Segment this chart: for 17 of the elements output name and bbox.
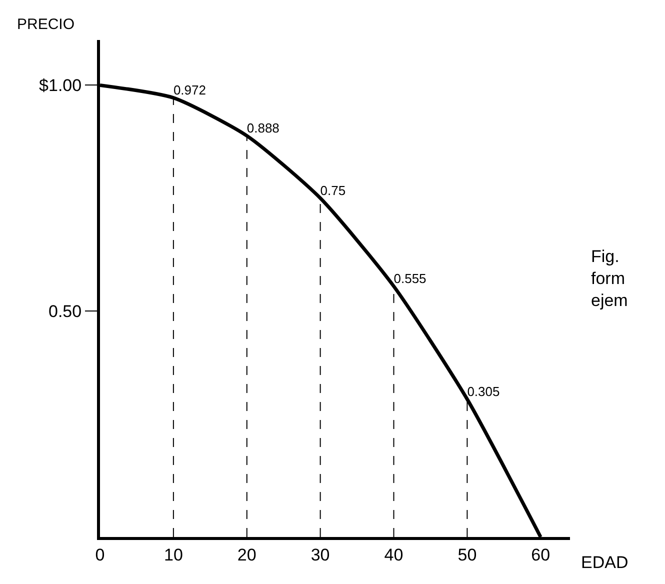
y-axis-title: PRECIO <box>17 16 75 33</box>
text: Fig. form ejem <box>591 247 628 310</box>
x-tick-label: 30 <box>310 545 330 564</box>
x-tick-label: 0 <box>95 545 105 564</box>
data-label: 0.888 <box>246 120 280 136</box>
x-tick-label: 10 <box>164 545 183 564</box>
data-label: 0.972 <box>173 82 206 98</box>
y-tick-label: $1.00 <box>39 76 82 96</box>
x-tick-label: 40 <box>384 545 404 564</box>
data-label: 0.305 <box>467 384 500 399</box>
x-tick-label: 50 <box>458 545 477 564</box>
data-label: 0.555 <box>394 270 426 286</box>
x-tick-label: 60 <box>531 545 550 564</box>
x-axis-title: EDAD <box>581 553 628 572</box>
x-tick-label: 20 <box>237 545 256 564</box>
data-label: 0.75 <box>320 182 346 198</box>
y-tick-label: 0.50 <box>48 302 82 322</box>
